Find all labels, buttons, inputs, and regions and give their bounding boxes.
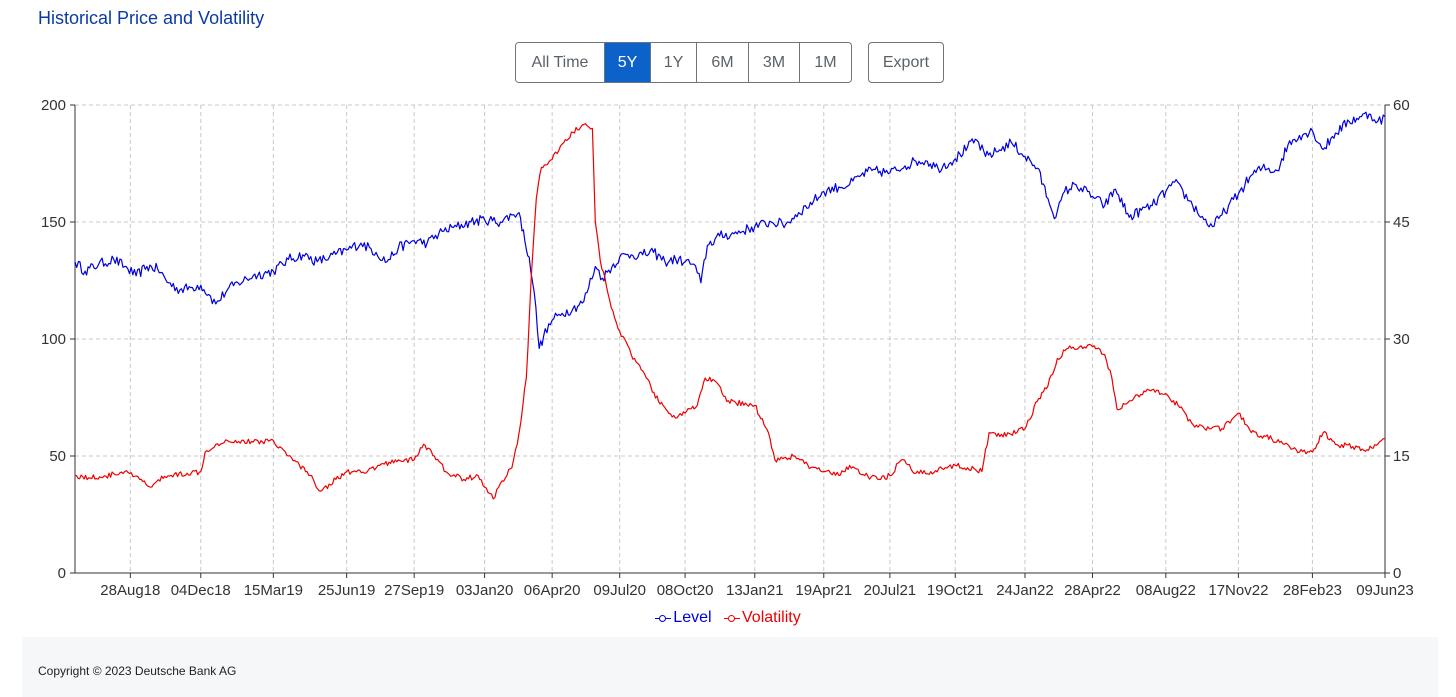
x-tick-label: 09Jul20 [593, 582, 646, 599]
legend-item-level[interactable]: Level [655, 609, 712, 627]
y-right-tick-label: 0 [1393, 565, 1401, 582]
chart-title: Historical Price and Volatility [38, 8, 265, 28]
range-button-all-time[interactable]: All Time [516, 43, 605, 82]
x-tick-label: 27Sep19 [384, 582, 444, 599]
x-tick-label: 08Aug22 [1136, 582, 1196, 599]
y-right-tick-label: 15 [1393, 448, 1410, 465]
copyright-text: Copyright © 2023 Deutsche Bank AG [38, 664, 237, 678]
y-left-tick-label: 200 [41, 97, 66, 114]
legend-level-label: Level [673, 609, 712, 626]
x-tick-label: 28Aug18 [100, 582, 160, 599]
legend-volatility-label: Volatility [742, 609, 801, 626]
x-tick-label: 17Nov22 [1208, 582, 1268, 599]
legend-volatility-marker-icon [724, 613, 740, 623]
range-button-1y[interactable]: 1Y [651, 43, 697, 82]
x-tick-label: 13Jan21 [726, 582, 784, 599]
range-button-6m[interactable]: 6M [697, 43, 749, 82]
y-right-tick-label: 45 [1393, 214, 1410, 231]
legend-item-volatility[interactable]: Volatility [724, 609, 801, 627]
export-button[interactable]: Export [868, 42, 944, 83]
x-tick-label: 20Jul21 [864, 582, 917, 599]
range-selector: All Time 5Y 1Y 6M 3M 1M [515, 42, 852, 83]
series-line-volatility [74, 123, 1386, 500]
x-tick-label: 25Jun19 [318, 582, 376, 599]
x-tick-label: 19Apr21 [795, 582, 852, 599]
legend-level-marker-icon [655, 613, 672, 623]
x-tick-label: 28Apr22 [1064, 582, 1121, 599]
range-button-5y[interactable]: 5Y [605, 43, 651, 82]
x-tick-label: 03Jan20 [456, 582, 514, 599]
x-tick-label: 28Feb23 [1283, 582, 1342, 599]
range-button-1m[interactable]: 1M [800, 43, 851, 82]
x-tick-label: 19Oct21 [927, 582, 984, 599]
x-tick-label: 04Dec18 [171, 582, 231, 599]
footer: Copyright © 2023 Deutsche Bank AG [22, 637, 1438, 697]
x-tick-label: 08Oct20 [657, 582, 714, 599]
y-left-tick-label: 100 [41, 331, 66, 348]
chart-legend: Level Volatility [0, 609, 1456, 627]
y-right-tick-label: 60 [1393, 97, 1410, 114]
y-left-tick-label: 0 [58, 565, 66, 582]
series-line-level [74, 111, 1386, 349]
x-tick-label: 24Jan22 [996, 582, 1054, 599]
x-tick-label: 15Mar19 [244, 582, 303, 599]
x-tick-label: 09Jun23 [1356, 582, 1414, 599]
y-right-tick-label: 30 [1393, 331, 1410, 348]
y-left-tick-label: 50 [49, 448, 66, 465]
y-left-tick-label: 150 [41, 214, 66, 231]
range-button-3m[interactable]: 3M [749, 43, 800, 82]
x-tick-label: 06Apr20 [524, 582, 581, 599]
